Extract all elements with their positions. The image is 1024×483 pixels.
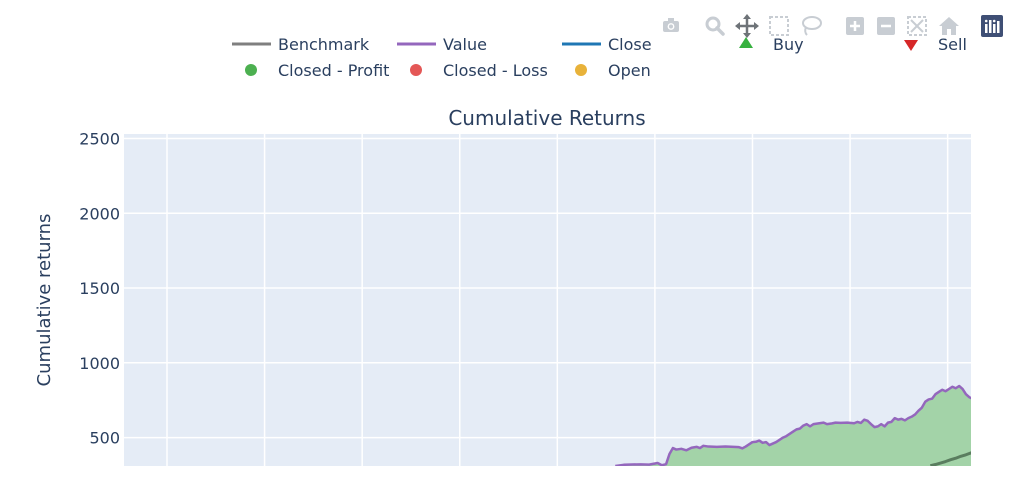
pan-icon[interactable] [734,12,760,40]
legend-label: Benchmark [278,35,370,54]
zoom-out-icon[interactable] [873,12,899,40]
legend-label: Open [608,61,651,80]
plotly-logo-icon[interactable] [979,12,1005,40]
y-tick-label: 1000 [79,354,120,373]
legend-label: Close [608,35,652,54]
camera-icon[interactable] [658,12,684,40]
series-line-value[interactable] [615,384,993,466]
legend-label: Closed - Loss [443,61,548,80]
lasso-select-icon[interactable] [798,12,824,40]
legend-item-value[interactable]: Value [397,35,487,54]
y-axis-label: Cumulative returns [34,214,55,387]
legend-swatch [739,37,753,48]
home-reset-icon[interactable] [936,12,962,40]
legend-swatch [410,64,422,76]
legend-label: Value [443,35,487,54]
legend-item-close[interactable]: Close [562,35,652,54]
series-line-benchmark[interactable] [930,446,993,466]
legend-item-closed-profit[interactable]: Closed - Profit [245,61,389,80]
legend-item-benchmark[interactable]: Benchmark [232,35,370,54]
legend-label: Closed - Profit [278,61,389,80]
zoom-in-icon[interactable] [842,12,868,40]
y-axis-ticks: 500 1000 1500 2000 2500 [79,129,120,447]
y-tick-label: 1500 [79,279,120,298]
legend-label: Buy [773,35,804,54]
series-layer [615,384,993,466]
plot-background[interactable] [124,134,971,466]
legend-label: Sell [938,35,967,54]
chart-title: Cumulative Returns [448,106,645,130]
legend-swatch [904,40,918,51]
y-tick-label: 500 [89,429,120,448]
legend-item-closed-loss[interactable]: Closed - Loss [410,61,548,80]
y-tick-label: 2000 [79,204,120,223]
legend: Benchmark Value Close Buy Closed - Profit Clo… [232,35,967,80]
zoom-icon[interactable] [702,12,728,40]
box-select-icon[interactable] [766,12,792,40]
legend-item-buy[interactable]: Buy [739,35,804,54]
legend-item-sell[interactable]: Sell [904,35,967,54]
y-tick-label: 2500 [79,129,120,148]
autoscale-icon[interactable] [904,12,930,40]
legend-item-open[interactable]: Open [575,61,651,80]
legend-swatch [575,64,587,76]
legend-swatch [245,64,257,76]
